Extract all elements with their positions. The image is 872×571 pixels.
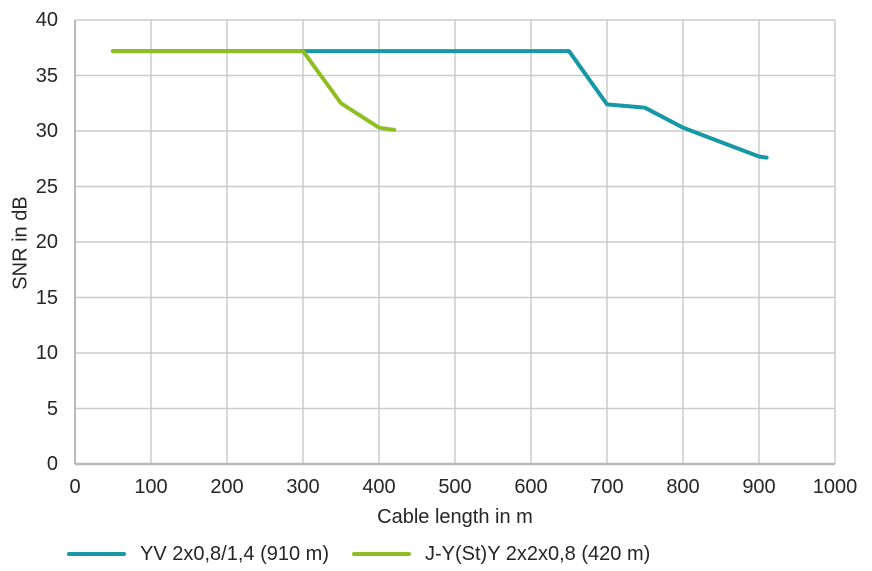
y-tick-label: 20 bbox=[35, 231, 58, 253]
x-tick-label: 600 bbox=[514, 476, 548, 498]
legend-swatch bbox=[67, 552, 126, 556]
legend-label: YV 2x0,8/1,4 (910 m) bbox=[140, 542, 329, 565]
legend-label: J-Y(St)Y 2x2x0,8 (420 m) bbox=[425, 542, 651, 565]
y-tick-label: 0 bbox=[46, 453, 58, 475]
y-tick-label: 40 bbox=[35, 9, 58, 31]
y-tick-label: 15 bbox=[35, 286, 58, 309]
x-axis-title: Cable length in m bbox=[377, 506, 533, 528]
y-tick-label: 30 bbox=[35, 120, 58, 142]
y-tick-label: 35 bbox=[35, 64, 58, 87]
series-line-0 bbox=[111, 49, 769, 160]
x-tick-label: 800 bbox=[666, 476, 700, 498]
x-tick-label: 0 bbox=[69, 476, 81, 498]
x-tick-label: 500 bbox=[438, 476, 472, 498]
y-tick-label: 10 bbox=[35, 342, 58, 364]
plot-area bbox=[74, 19, 836, 466]
x-tick-label: 900 bbox=[742, 476, 776, 498]
series-line-1 bbox=[111, 49, 397, 132]
x-tick-label: 200 bbox=[210, 476, 244, 498]
legend-swatch bbox=[352, 552, 411, 556]
legend-item-yv-cable: YV 2x0,8/1,4 (910 m) bbox=[67, 541, 329, 567]
y-tick-label: 25 bbox=[35, 175, 58, 198]
legend: YV 2x0,8/1,4 (910 m) J-Y(St)Y 2x2x0,8 (4… bbox=[0, 541, 872, 567]
x-tick-label: 300 bbox=[286, 476, 320, 498]
x-tick-label: 400 bbox=[362, 476, 396, 498]
x-tick-label: 700 bbox=[590, 476, 624, 498]
x-tick-label: 1000 bbox=[812, 476, 858, 498]
x-tick-label: 100 bbox=[134, 476, 168, 498]
legend-item-jysty-cable: J-Y(St)Y 2x2x0,8 (420 m) bbox=[352, 541, 650, 567]
y-tick-label: 5 bbox=[46, 397, 58, 420]
